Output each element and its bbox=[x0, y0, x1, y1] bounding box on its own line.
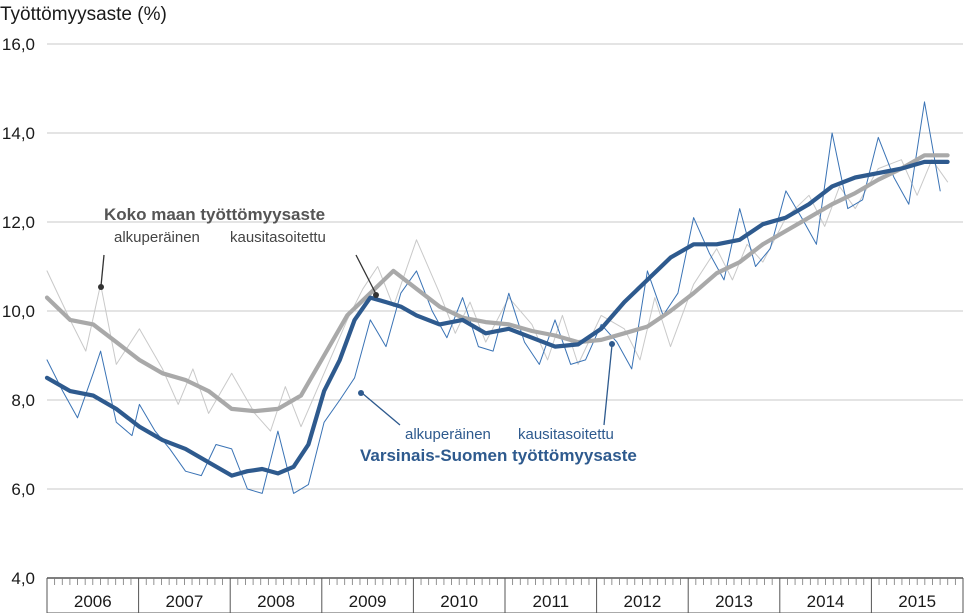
vs-sa-leader bbox=[603, 344, 613, 426]
vs-orig-label: alkuperäinen bbox=[405, 426, 491, 443]
x-tick-label: 2012 bbox=[623, 592, 661, 611]
koko-sa-dot bbox=[373, 292, 379, 298]
y-tick-labels: 4,0 6,0 8,0 10,0 12,0 14,0 16,0 bbox=[2, 35, 35, 588]
koko-orig-label: alkuperäinen bbox=[114, 229, 200, 246]
varsinais-suomi-title: Varsinais-Suomen työttömyysaste bbox=[360, 446, 637, 465]
vs-sa-dot bbox=[609, 341, 615, 347]
x-tick-label: 2008 bbox=[257, 592, 295, 611]
x-tick-label: 2009 bbox=[349, 592, 387, 611]
vs-orig-leader bbox=[361, 392, 401, 426]
koko-orig-leader bbox=[100, 254, 105, 287]
gridlines bbox=[47, 43, 963, 490]
series-line-vs_orig bbox=[46, 101, 941, 494]
y-tick-label: 6,0 bbox=[11, 480, 35, 499]
koko-orig-dot bbox=[98, 284, 104, 290]
y-tick-label: 16,0 bbox=[2, 35, 35, 54]
annotations: Koko maan työttömyysaste alkuperäinen ka… bbox=[98, 205, 637, 465]
x-axis: 2006 2007 2008 2009 2010 2011 2012 2013 2014 2015 bbox=[46, 577, 964, 613]
y-tick-label: 14,0 bbox=[2, 124, 35, 143]
koko-sa-label: kausitasoitettu bbox=[230, 229, 326, 246]
x-tick-label: 2015 bbox=[898, 592, 936, 611]
koko-sa-leader bbox=[355, 254, 377, 295]
y-tick-label: 8,0 bbox=[11, 391, 35, 410]
y-tick-label: 4,0 bbox=[11, 569, 35, 588]
series-line-koko_orig bbox=[46, 159, 949, 432]
x-tick-label: 2011 bbox=[533, 592, 570, 611]
x-tick-label: 2013 bbox=[715, 592, 753, 611]
x-tick-label: 2006 bbox=[74, 592, 112, 611]
y-axis-title: Työttömyysaste (%) bbox=[0, 4, 167, 25]
x-tick-label: 2007 bbox=[165, 592, 203, 611]
vs-orig-dot bbox=[358, 390, 364, 396]
koko-maan-title: Koko maan työttömyysaste bbox=[104, 205, 325, 224]
y-tick-label: 12,0 bbox=[2, 213, 35, 232]
series-line-koko_sa bbox=[44, 153, 950, 414]
x-tick-label: 2010 bbox=[440, 592, 478, 611]
vs-sa-label: kausitasoitettu bbox=[518, 426, 614, 443]
x-tick-label: 2014 bbox=[807, 592, 845, 611]
series-lines bbox=[44, 101, 950, 494]
series-line-vs_sa bbox=[44, 159, 950, 478]
y-tick-label: 10,0 bbox=[2, 302, 35, 321]
